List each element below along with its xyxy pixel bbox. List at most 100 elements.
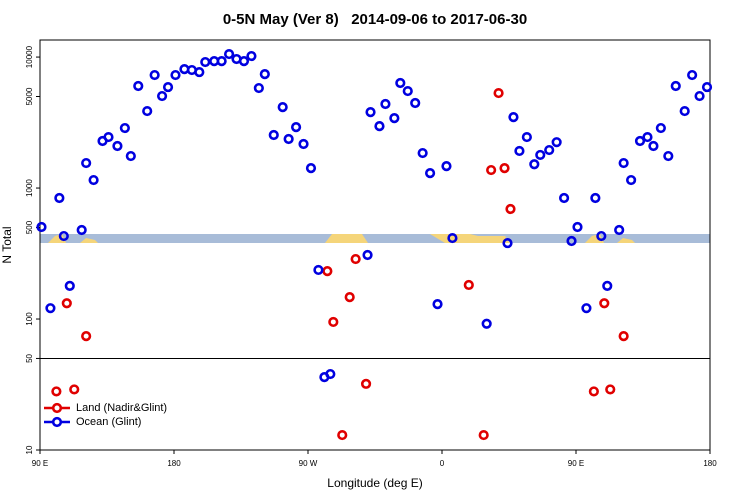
legend-marker <box>51 402 63 414</box>
point <box>417 147 428 159</box>
point <box>69 384 80 395</box>
point <box>194 66 205 78</box>
point <box>337 429 348 441</box>
y-axis-label: N Total <box>0 226 14 263</box>
point <box>253 82 264 94</box>
point <box>521 131 532 143</box>
point <box>362 249 373 261</box>
point <box>112 140 123 152</box>
map-ocean <box>40 234 710 243</box>
point <box>58 230 69 242</box>
point <box>290 121 302 133</box>
point <box>305 163 317 174</box>
x-tick-label: 90 W <box>299 459 318 468</box>
point <box>51 386 62 397</box>
point <box>618 331 629 342</box>
point <box>149 69 160 81</box>
point <box>529 159 540 170</box>
point <box>81 157 92 169</box>
y-tick-label: 5000 <box>25 87 34 105</box>
point <box>502 237 513 249</box>
point <box>125 150 136 162</box>
point <box>514 145 525 157</box>
point <box>259 69 270 80</box>
point <box>344 292 355 303</box>
point <box>614 224 625 236</box>
point <box>81 331 92 342</box>
point <box>701 81 713 93</box>
y-tick-label: 10 <box>25 445 34 454</box>
point <box>634 135 646 147</box>
point <box>88 174 99 186</box>
point <box>246 50 257 62</box>
y-tick-label: 10000 <box>25 45 34 68</box>
point <box>602 280 613 292</box>
map-land <box>585 234 604 243</box>
point <box>599 298 610 309</box>
point <box>551 137 562 148</box>
x-tick-label: 180 <box>167 459 181 468</box>
point <box>687 69 698 81</box>
point <box>374 121 385 132</box>
point <box>389 113 400 124</box>
map-land <box>617 238 635 243</box>
point <box>581 303 592 314</box>
point <box>380 98 391 110</box>
point <box>605 384 616 395</box>
point <box>119 122 130 134</box>
point <box>216 56 227 67</box>
point <box>162 81 174 93</box>
point <box>61 298 72 309</box>
map-land <box>80 238 98 243</box>
point <box>283 133 294 145</box>
point <box>642 131 653 143</box>
point <box>313 264 324 276</box>
point <box>365 107 376 118</box>
point <box>493 87 504 99</box>
point <box>481 318 492 329</box>
y-tick-label: 100 <box>25 312 34 326</box>
point <box>133 80 144 92</box>
point <box>648 140 659 152</box>
point <box>45 303 56 314</box>
point <box>410 97 421 109</box>
point <box>200 56 211 68</box>
point <box>447 232 458 244</box>
map-land <box>48 234 66 243</box>
point <box>298 138 309 150</box>
point <box>325 368 336 380</box>
point <box>505 203 516 215</box>
point <box>499 163 510 174</box>
point <box>558 192 570 204</box>
point <box>625 174 637 186</box>
x-tick-label: 180 <box>703 459 717 468</box>
point <box>441 161 452 172</box>
point <box>268 129 279 141</box>
y-tick-label: 50 <box>25 353 34 362</box>
point <box>360 378 372 389</box>
point <box>663 150 674 162</box>
point <box>535 149 546 161</box>
point <box>277 101 288 113</box>
point <box>655 122 666 134</box>
chart-title: 0-5N May (Ver 8) 2014-09-06 to 2017-06-3… <box>223 11 527 28</box>
point <box>596 230 607 242</box>
point <box>76 224 87 236</box>
point <box>64 280 75 292</box>
legend: Land (Nadir&Glint) Ocean (Glint) <box>44 402 167 428</box>
legend-marker <box>51 416 63 428</box>
point <box>350 253 361 265</box>
y-tick-label: 500 <box>25 220 34 234</box>
point <box>395 77 406 89</box>
point <box>694 90 705 102</box>
plot-frame <box>39 39 711 451</box>
map-band <box>40 234 710 243</box>
point <box>322 266 333 277</box>
point <box>170 69 181 81</box>
point <box>156 90 168 102</box>
x-tick-label: 90 E <box>32 459 48 468</box>
point <box>508 112 519 123</box>
point <box>463 279 474 291</box>
y-tick-label: 1000 <box>25 179 34 197</box>
